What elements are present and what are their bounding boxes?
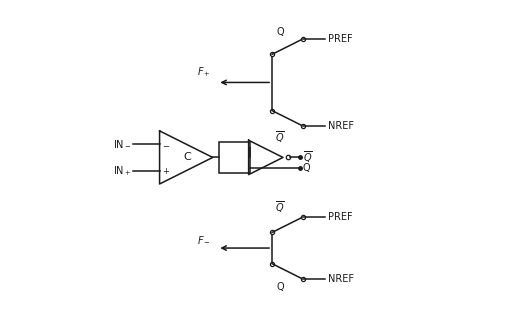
- Text: $\overline{Q}$: $\overline{Q}$: [275, 129, 285, 145]
- Text: Q: Q: [276, 282, 284, 293]
- Text: PREF: PREF: [328, 212, 353, 222]
- Text: Q: Q: [276, 27, 284, 37]
- Text: PREF: PREF: [328, 34, 353, 44]
- Text: $F_+$: $F_+$: [197, 66, 211, 79]
- Text: $\overline{Q}$: $\overline{Q}$: [303, 149, 313, 165]
- Text: $\overline{Q}$: $\overline{Q}$: [275, 199, 285, 215]
- Text: $-$: $-$: [162, 140, 170, 149]
- Text: IN$_+$: IN$_+$: [113, 164, 132, 178]
- Text: C: C: [184, 152, 191, 162]
- Text: NREF: NREF: [328, 274, 354, 284]
- Text: IN$_-$: IN$_-$: [113, 139, 132, 149]
- Text: NREF: NREF: [328, 121, 354, 131]
- Text: $+$: $+$: [162, 166, 170, 176]
- Text: Q: Q: [303, 163, 311, 173]
- Bar: [219, 142, 250, 173]
- Text: $F_-$: $F_-$: [197, 235, 211, 245]
